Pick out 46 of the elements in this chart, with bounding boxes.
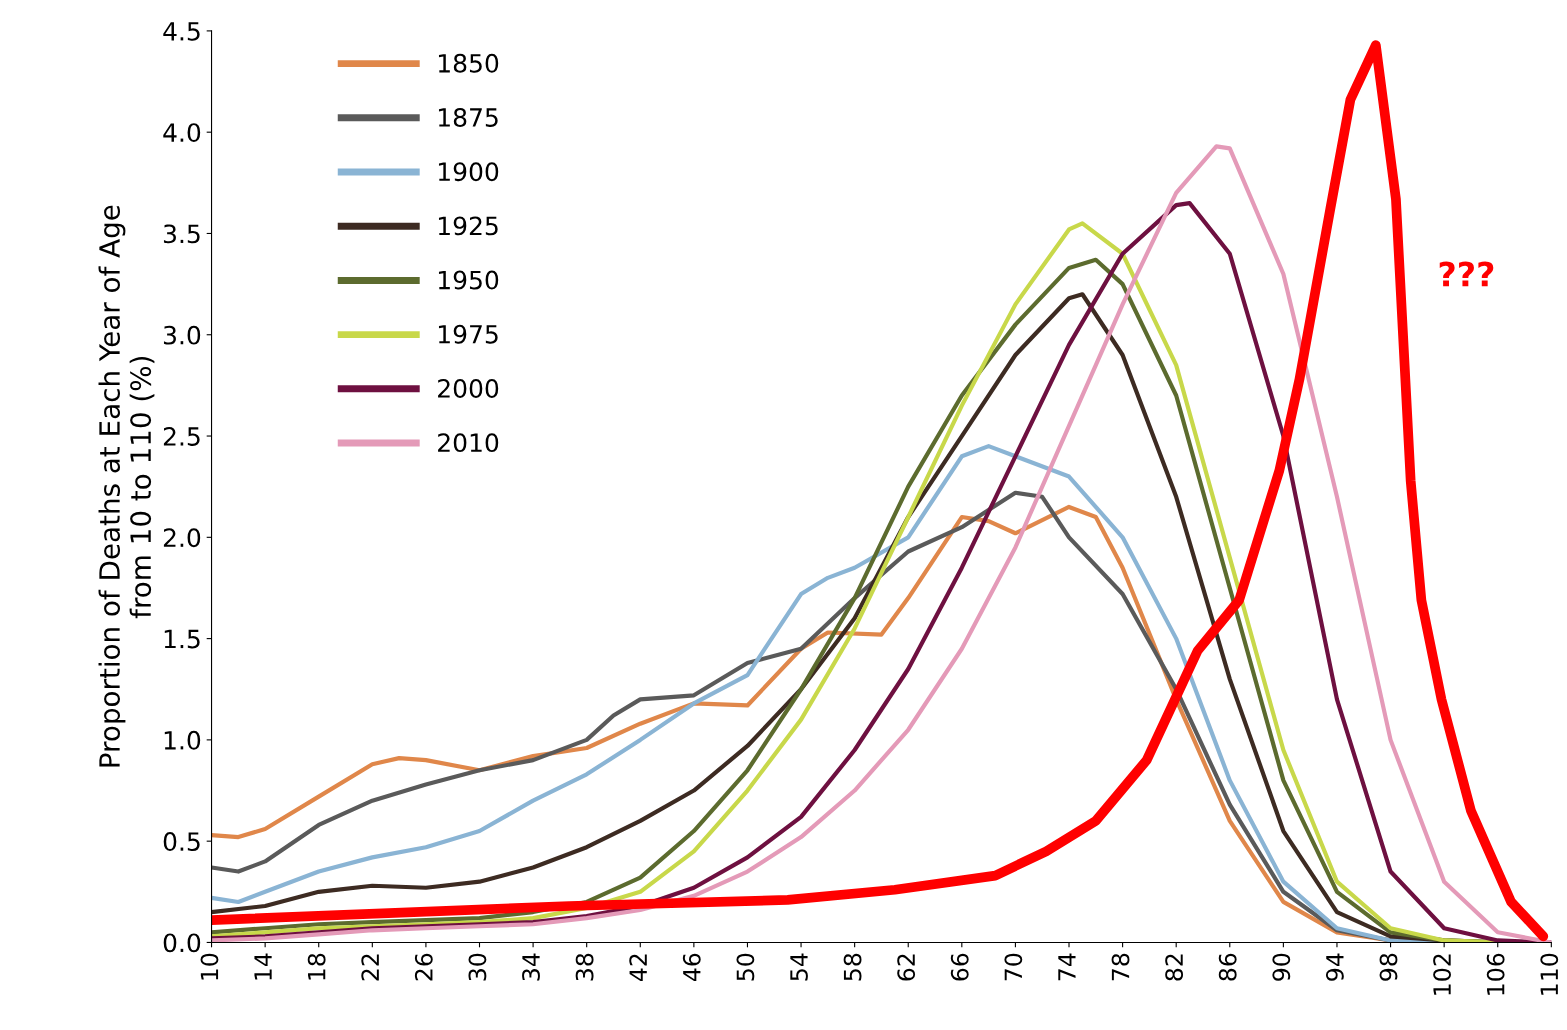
x-tick-label: 86 bbox=[1218, 953, 1237, 981]
x-tick-label: 102 bbox=[1433, 954, 1451, 995]
x-tick-label: 58 bbox=[843, 953, 862, 981]
y-tick-label: 0.0 bbox=[163, 933, 201, 953]
x-tick-label: 70 bbox=[1004, 953, 1023, 981]
x-tick-label: 54 bbox=[790, 953, 808, 981]
legend-label: 1850 bbox=[438, 53, 499, 73]
y-tick-label: 3.0 bbox=[163, 325, 201, 345]
legend-label: 2010 bbox=[438, 433, 499, 453]
x-tick-label: 94 bbox=[1325, 953, 1344, 981]
x-tick-label: 14 bbox=[254, 953, 272, 980]
y-tick-label: 4.0 bbox=[163, 123, 201, 143]
x-tick-label: 50 bbox=[736, 953, 755, 981]
legend-label: 1900 bbox=[438, 162, 499, 182]
x-tick-label: 82 bbox=[1165, 954, 1184, 981]
x-tick-label: 46 bbox=[682, 953, 701, 982]
y-tick-label: 2.0 bbox=[163, 528, 201, 548]
legend-label: 1925 bbox=[438, 216, 498, 236]
annotation: ??? bbox=[1439, 261, 1494, 287]
x-tick-label: 38 bbox=[575, 953, 594, 981]
y-axis-title: Proportion of Deaths at Each Year of Age from 10 to 110 (%) bbox=[98, 205, 155, 767]
x-tick-label: 10 bbox=[200, 953, 219, 980]
y-tick-label: 0.5 bbox=[163, 832, 200, 852]
x-tick-label: 18 bbox=[307, 953, 326, 980]
x-tick-label: 110 bbox=[1540, 953, 1559, 995]
legend-label: 1875 bbox=[438, 108, 498, 127]
x-tick-label: 78 bbox=[1111, 953, 1130, 981]
x-tick-label: 106 bbox=[1486, 953, 1505, 995]
y-tick-label: 2.5 bbox=[163, 426, 200, 446]
y-tick-label: 4.5 bbox=[163, 22, 200, 41]
x-tick-label: 66 bbox=[950, 953, 969, 981]
x-tick-label: 42 bbox=[629, 954, 647, 982]
x-tick-label: 90 bbox=[1272, 953, 1291, 981]
x-tick-label: 30 bbox=[468, 953, 487, 981]
legend-label: 1975 bbox=[438, 324, 498, 344]
y-tick-label: 3.5 bbox=[163, 224, 200, 244]
y-tick-label: 1.0 bbox=[164, 730, 201, 750]
x-tick-label: 98 bbox=[1379, 953, 1398, 981]
legend-label: 1950 bbox=[438, 270, 499, 290]
x-tick-label: 22 bbox=[361, 954, 379, 981]
x-tick-label: 62 bbox=[897, 954, 916, 981]
y-tick-label: 1.5 bbox=[164, 629, 200, 649]
x-tick-label: 34 bbox=[522, 953, 540, 981]
x-tick-label: 74 bbox=[1058, 953, 1076, 981]
x-tick-label: 26 bbox=[414, 953, 433, 981]
legend-label: 2000 bbox=[438, 379, 499, 398]
